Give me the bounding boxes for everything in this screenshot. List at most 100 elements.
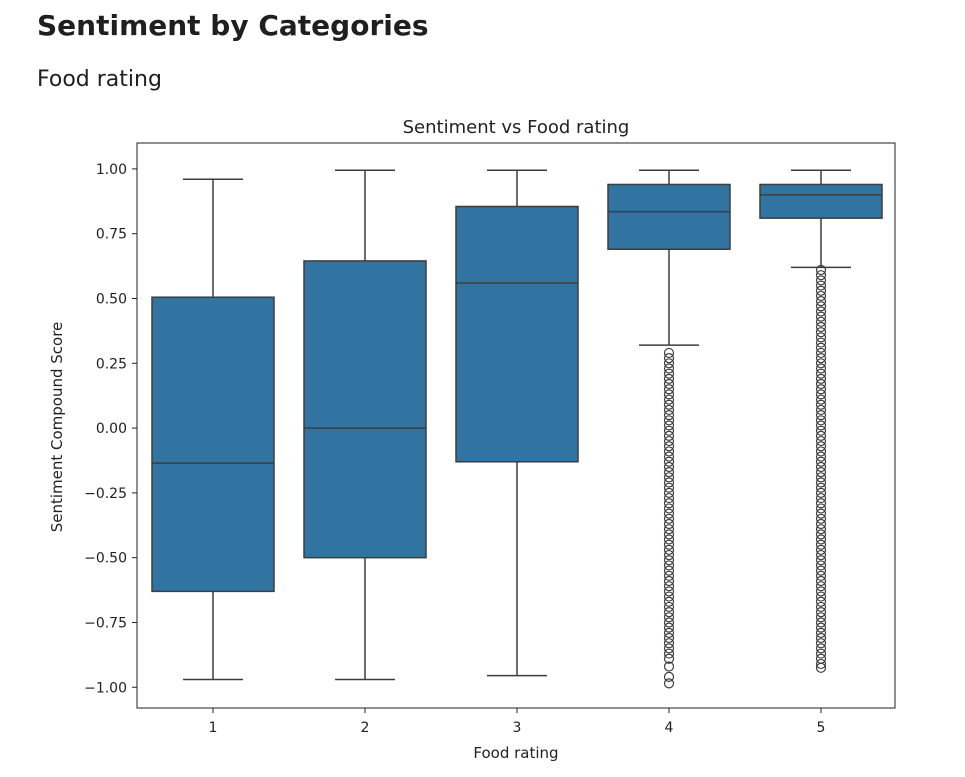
outlier-point	[815, 316, 827, 327]
outlier-point	[815, 321, 827, 333]
outlier-point	[663, 539, 675, 550]
box-iqr	[455, 205, 579, 463]
outlier-point	[663, 435, 675, 447]
outlier-point	[663, 612, 675, 623]
y-tick-label: −0.50	[84, 551, 127, 567]
y-tick-label: 0.25	[96, 356, 127, 372]
outlier-point	[815, 513, 827, 524]
chart-title: Sentiment vs Food rating	[403, 117, 630, 138]
page-title: Sentiment by Categories	[37, 9, 429, 42]
y-tick-label: 0.75	[96, 227, 127, 243]
outlier-point	[815, 586, 827, 597]
outlier-point	[815, 575, 827, 587]
y-tick-label: 0.50	[96, 292, 127, 308]
outlier-point	[815, 342, 827, 353]
box-2	[303, 169, 427, 681]
outlier-point	[815, 290, 827, 302]
outlier-point	[663, 653, 675, 664]
outlier-point	[815, 612, 827, 623]
outlier-point	[815, 410, 827, 421]
outlier-point	[815, 384, 827, 395]
outlier-point	[815, 596, 827, 607]
outlier-point	[815, 373, 827, 384]
outlier-point	[815, 539, 827, 550]
outlier-point	[815, 622, 827, 633]
box-iqr	[759, 183, 883, 219]
outlier-point	[663, 477, 675, 488]
outlier-point	[815, 280, 827, 291]
outlier-point	[663, 503, 675, 514]
outlier-point	[663, 544, 675, 556]
outlier-point	[663, 368, 675, 379]
outlier-point	[815, 332, 827, 343]
y-axis: 1.00 0.75 0.50 0.25 0.00 −0.25 −0.50 −0.75 −1.00	[84, 162, 137, 696]
outlier-point	[815, 581, 827, 592]
outlier-point	[815, 311, 827, 322]
outlier-point	[815, 394, 827, 405]
outlier-point	[663, 586, 675, 597]
outlier-point	[663, 648, 675, 659]
outlier-point	[663, 549, 675, 561]
outlier-point	[815, 425, 827, 436]
outlier-point	[663, 399, 675, 410]
outlier-point	[663, 461, 675, 473]
outlier-point	[815, 301, 827, 312]
outlier-point	[663, 565, 675, 576]
outlier-point	[815, 306, 827, 317]
outlier-point	[815, 591, 827, 602]
outlier-point	[663, 671, 675, 682]
outlier-point	[815, 498, 827, 509]
outlier-point	[663, 661, 675, 672]
outlier-point	[663, 451, 675, 462]
outlier-point	[815, 648, 827, 659]
outlier-point	[815, 295, 827, 307]
outlier-point	[663, 347, 675, 359]
outlier-point	[815, 363, 827, 374]
outlier-point	[663, 581, 675, 592]
outlier-point	[663, 678, 675, 689]
outlier-point	[815, 435, 827, 447]
outlier-point	[815, 560, 827, 571]
outlier-point	[663, 508, 675, 519]
outlier-point	[663, 378, 675, 390]
outlier-point	[815, 378, 827, 390]
outlier-point	[663, 560, 675, 571]
axes-frame	[136, 142, 896, 709]
outlier-point	[663, 498, 675, 509]
outlier-point	[815, 472, 827, 483]
outlier-point	[663, 358, 675, 369]
outlier-point	[663, 415, 675, 426]
outlier-point	[815, 565, 827, 576]
outlier-point	[663, 632, 675, 644]
outlier-point	[663, 389, 675, 400]
outlier-point	[663, 596, 675, 607]
outlier-point	[815, 658, 827, 670]
outlier-point	[663, 430, 675, 441]
outlier-point	[815, 404, 827, 416]
section-title: Food rating	[37, 67, 162, 92]
outlier-point	[815, 389, 827, 400]
outlier-point	[815, 456, 827, 467]
y-tick-label: −0.25	[84, 486, 127, 502]
outlier-point	[663, 467, 675, 478]
outlier-point	[815, 638, 827, 649]
y-tick-label: −0.75	[84, 615, 127, 631]
outlier-point	[815, 662, 827, 673]
outlier-point	[815, 627, 827, 638]
outlier-point	[663, 482, 675, 493]
outlier-point	[663, 425, 675, 436]
outlier-point	[663, 513, 675, 524]
outlier-point	[663, 607, 675, 618]
outlier-point	[663, 441, 675, 452]
outlier-point	[815, 264, 827, 276]
outlier-point	[663, 555, 675, 566]
outlier-point	[663, 472, 675, 483]
outlier-point	[815, 534, 827, 545]
x-axis: 1 2 3 4 5	[209, 708, 825, 736]
outlier-point	[663, 394, 675, 405]
outlier-point	[815, 570, 827, 581]
outlier-point	[663, 487, 675, 498]
outlier-point	[815, 467, 827, 478]
outlier-point	[663, 570, 675, 581]
outlier-point	[815, 617, 827, 628]
